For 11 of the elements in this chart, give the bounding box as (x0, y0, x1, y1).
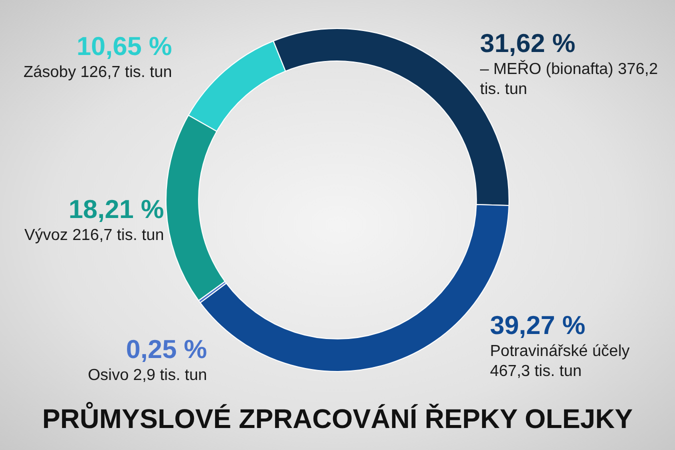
slice-label: Osivo 2,9 tis. tun (88, 367, 207, 384)
slice-label: – MEŘO (bionafta) 376,2 tis. tun (480, 60, 658, 98)
slice-label: Zásoby 126,7 tis. tun (23, 64, 172, 81)
data-label: 0,25 % (126, 334, 207, 364)
data-label: 31,62 % (480, 28, 576, 58)
data-label: 10,65 % (76, 31, 172, 61)
data-label: 39,27 % (490, 310, 586, 340)
text: PRŮMYSLOVÉ ZPRACOVÁNÍ ŘEPKY OLEJKY (42, 401, 633, 434)
slice-label: Vývoz 216,7 tis. tun (24, 227, 164, 244)
data-label: 18,21 % (68, 194, 164, 224)
slice-label: Potravinářské účely 467,3 tis. tun (490, 343, 630, 380)
